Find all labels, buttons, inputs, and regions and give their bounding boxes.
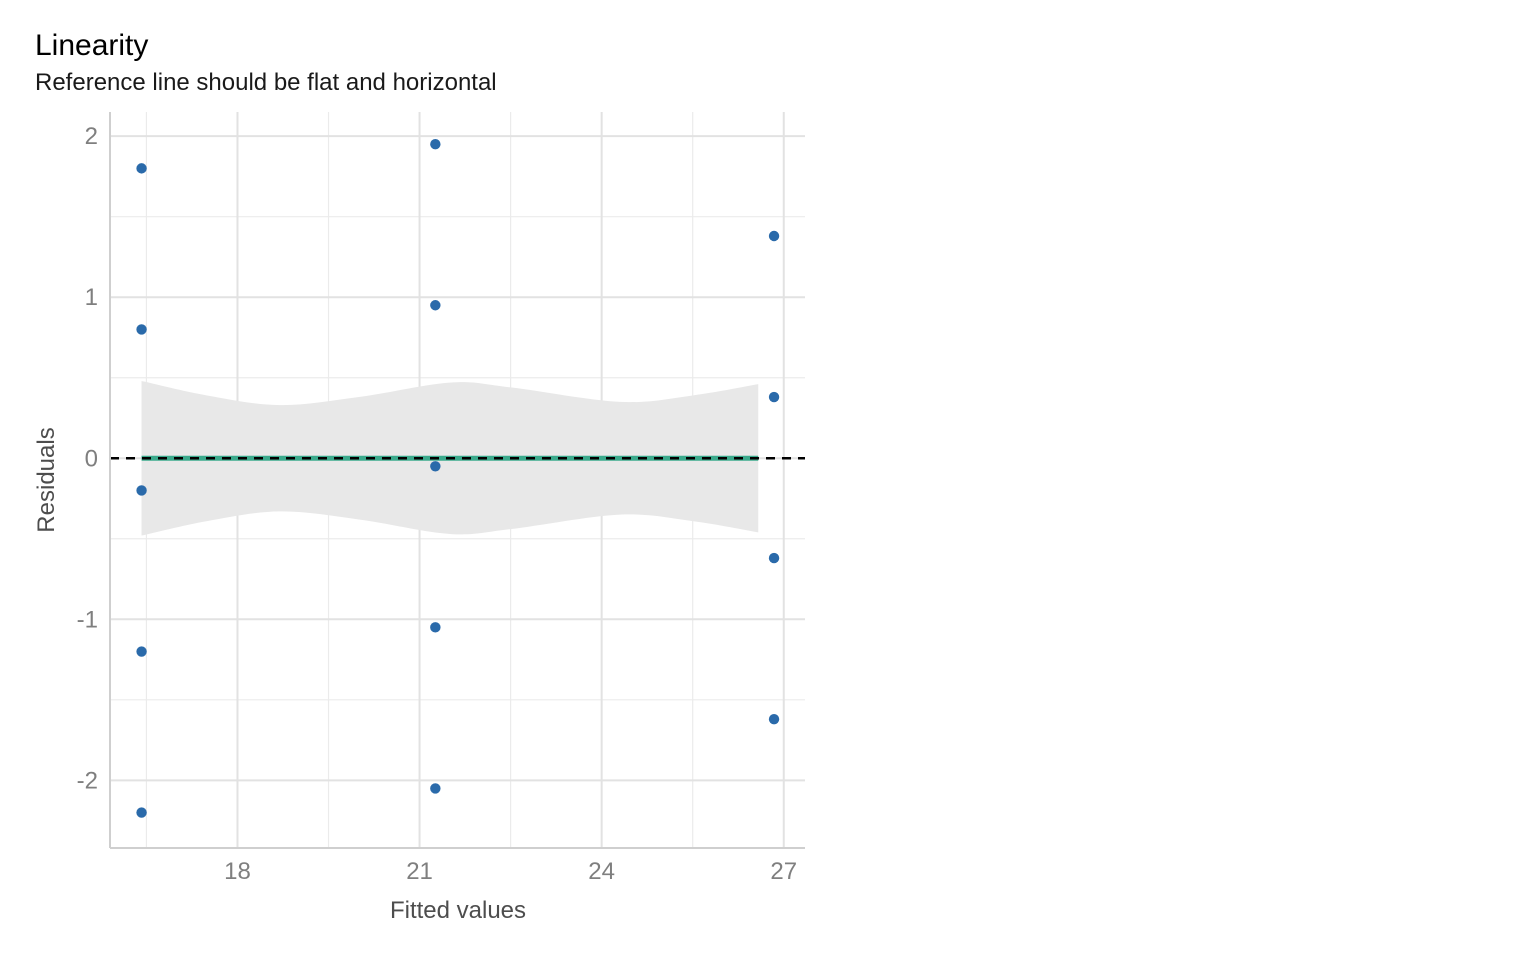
data-point [768,552,780,564]
x-tick-label: 27 [770,858,797,885]
x-tick-label: 18 [224,858,251,885]
data-point [136,807,147,818]
data-point [430,461,441,472]
x-tick-label: 24 [588,858,615,885]
x-tick-label: 21 [406,858,433,885]
y-axis-ticks: 2 1 0 -1 -2 [77,123,98,794]
data-point [136,485,147,496]
data-point [136,163,147,174]
y-tick-label: -1 [77,606,98,633]
data-point [768,713,780,725]
x-axis-ticks: 18 21 24 27 [224,858,797,885]
y-tick-label: 2 [85,123,98,150]
y-axis-title: Residuals [33,427,60,532]
data-point [430,783,441,794]
y-tick-label: -2 [77,767,98,794]
data-points [136,139,780,818]
y-tick-label: 0 [85,445,98,472]
data-point [430,300,441,311]
data-point [430,139,441,150]
data-point [768,230,780,242]
data-point [430,622,441,633]
y-tick-label: 1 [85,284,98,311]
data-point [136,324,147,335]
data-point [136,646,147,657]
chart-subtitle: Reference line should be flat and horizo… [35,69,497,96]
x-axis-title: Fitted values [390,897,526,924]
chart-title: Linearity [35,29,149,62]
data-point [768,391,780,403]
